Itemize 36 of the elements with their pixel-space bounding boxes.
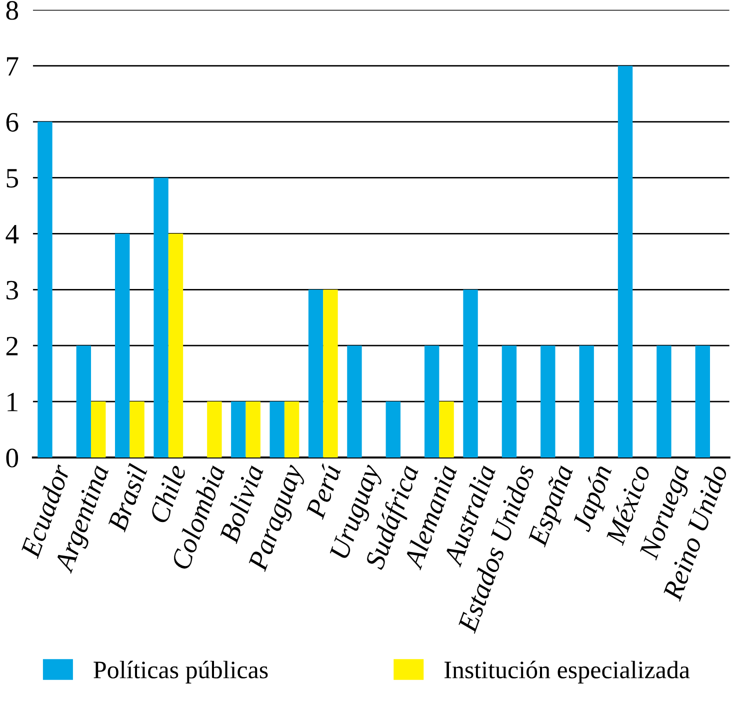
- y-tick-label: 8: [6, 1, 18, 20]
- y-tick-label: 0: [6, 448, 18, 468]
- bar: [386, 402, 401, 458]
- bar: [168, 234, 184, 458]
- bar: [207, 402, 222, 458]
- bar: [540, 346, 556, 458]
- bar: [424, 346, 440, 458]
- bar: [439, 402, 454, 458]
- bar: [323, 290, 338, 458]
- y-tick-label: 7: [7, 57, 18, 76]
- bar: [618, 66, 633, 458]
- bar: [76, 346, 92, 458]
- bar: [270, 402, 284, 458]
- legend-label: Políticas públicas: [94, 660, 268, 684]
- bar: [579, 346, 594, 458]
- bar: [308, 290, 324, 458]
- y-tick-label: 2: [6, 336, 18, 356]
- bar: [38, 122, 52, 458]
- bar: [91, 402, 106, 458]
- bar: [656, 346, 672, 458]
- bar: [502, 346, 517, 458]
- y-tick-label: 6: [6, 113, 18, 132]
- bar: [115, 234, 130, 458]
- bar: [246, 402, 260, 458]
- bar: [463, 290, 478, 458]
- y-tick-label: 3: [6, 280, 18, 300]
- bar: [695, 346, 710, 458]
- bar: [347, 346, 362, 458]
- bar: [284, 402, 300, 458]
- bar: [130, 402, 144, 458]
- bar: [231, 402, 246, 458]
- legend-label: Institución especializada: [444, 660, 690, 684]
- bar: [154, 178, 168, 458]
- y-tick-label: 5: [6, 169, 18, 188]
- y-tick-label: 1: [8, 392, 18, 412]
- y-tick-label: 4: [6, 225, 19, 244]
